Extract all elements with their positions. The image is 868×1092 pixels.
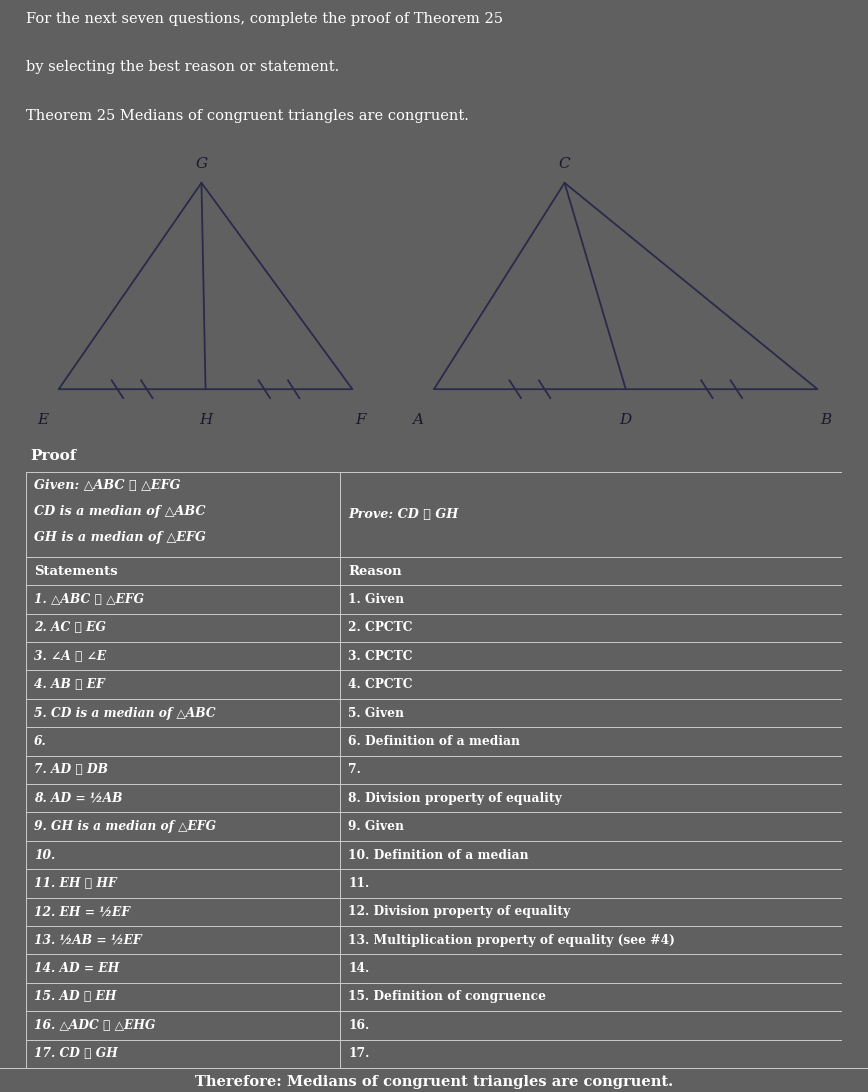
Text: C: C: [559, 157, 570, 171]
Text: 6. Definition of a median: 6. Definition of a median: [348, 735, 520, 748]
Text: 5. Given: 5. Given: [348, 707, 404, 720]
Text: A: A: [412, 413, 424, 427]
Text: Reason: Reason: [348, 565, 402, 578]
Text: 15. Definition of congruence: 15. Definition of congruence: [348, 990, 546, 1004]
Text: 7.: 7.: [348, 763, 361, 776]
Text: 10.: 10.: [34, 848, 56, 862]
Text: 14.: 14.: [348, 962, 370, 975]
Text: Given: △ABC ≅ △EFG: Given: △ABC ≅ △EFG: [34, 479, 181, 492]
Text: GH is a median of △EFG: GH is a median of △EFG: [34, 531, 206, 544]
Text: 9. Given: 9. Given: [348, 820, 404, 833]
Text: Theorem 25 Medians of congruent triangles are congruent.: Theorem 25 Medians of congruent triangle…: [26, 109, 469, 123]
Text: D: D: [620, 413, 632, 427]
Text: 13. Multiplication property of equality (see #4): 13. Multiplication property of equality …: [348, 934, 675, 947]
Text: CD is a median of △ABC: CD is a median of △ABC: [34, 506, 206, 519]
Text: G: G: [195, 157, 207, 171]
Text: 12. Division property of equality: 12. Division property of equality: [348, 905, 570, 918]
Text: 5. CD is a median of △ABC: 5. CD is a median of △ABC: [34, 707, 216, 720]
Text: 2. AC ≅ EG: 2. AC ≅ EG: [34, 621, 106, 634]
Text: 8. Division property of equality: 8. Division property of equality: [348, 792, 562, 805]
Text: Therefore: Medians of congruent triangles are congruent.: Therefore: Medians of congruent triangle…: [195, 1076, 673, 1090]
Text: 3. ∠A ≅ ∠E: 3. ∠A ≅ ∠E: [34, 650, 107, 663]
Text: 17. CD ≅ GH: 17. CD ≅ GH: [34, 1047, 118, 1060]
Text: 1. Given: 1. Given: [348, 593, 404, 606]
Text: E: E: [36, 413, 48, 427]
Text: Statements: Statements: [34, 565, 118, 578]
Text: Proof: Proof: [30, 449, 76, 463]
Text: 11. EH ≅ HF: 11. EH ≅ HF: [34, 877, 117, 890]
Text: by selecting the best reason or statement.: by selecting the best reason or statemen…: [26, 60, 339, 74]
Text: 15. AD ≅ EH: 15. AD ≅ EH: [34, 990, 116, 1004]
Text: 16.: 16.: [348, 1019, 370, 1032]
Text: 2. CPCTC: 2. CPCTC: [348, 621, 413, 634]
Text: 9. GH is a median of △EFG: 9. GH is a median of △EFG: [34, 820, 216, 833]
Text: 16. △ADC ≅ △EHG: 16. △ADC ≅ △EHG: [34, 1019, 155, 1032]
Text: 7. AD ≅ DB: 7. AD ≅ DB: [34, 763, 108, 776]
Text: 4. CPCTC: 4. CPCTC: [348, 678, 413, 691]
Text: F: F: [355, 413, 366, 427]
Text: 13. ½AB = ½EF: 13. ½AB = ½EF: [34, 934, 142, 947]
Text: 11.: 11.: [348, 877, 370, 890]
Text: 4. AB ≅ EF: 4. AB ≅ EF: [34, 678, 105, 691]
Text: H: H: [199, 413, 212, 427]
Text: 8. AD = ½AB: 8. AD = ½AB: [34, 792, 122, 805]
Text: 1. △ABC ≅ △EFG: 1. △ABC ≅ △EFG: [34, 593, 144, 606]
Text: B: B: [820, 413, 832, 427]
Text: 14. AD = EH: 14. AD = EH: [34, 962, 120, 975]
Text: 3. CPCTC: 3. CPCTC: [348, 650, 413, 663]
Text: 17.: 17.: [348, 1047, 370, 1060]
Text: For the next seven questions, complete the proof of Theorem 25: For the next seven questions, complete t…: [26, 12, 503, 26]
Text: Prove: CD ≅ GH: Prove: CD ≅ GH: [348, 508, 458, 521]
Text: 10. Definition of a median: 10. Definition of a median: [348, 848, 529, 862]
Text: 6.: 6.: [34, 735, 47, 748]
Text: 12. EH = ½EF: 12. EH = ½EF: [34, 905, 130, 918]
